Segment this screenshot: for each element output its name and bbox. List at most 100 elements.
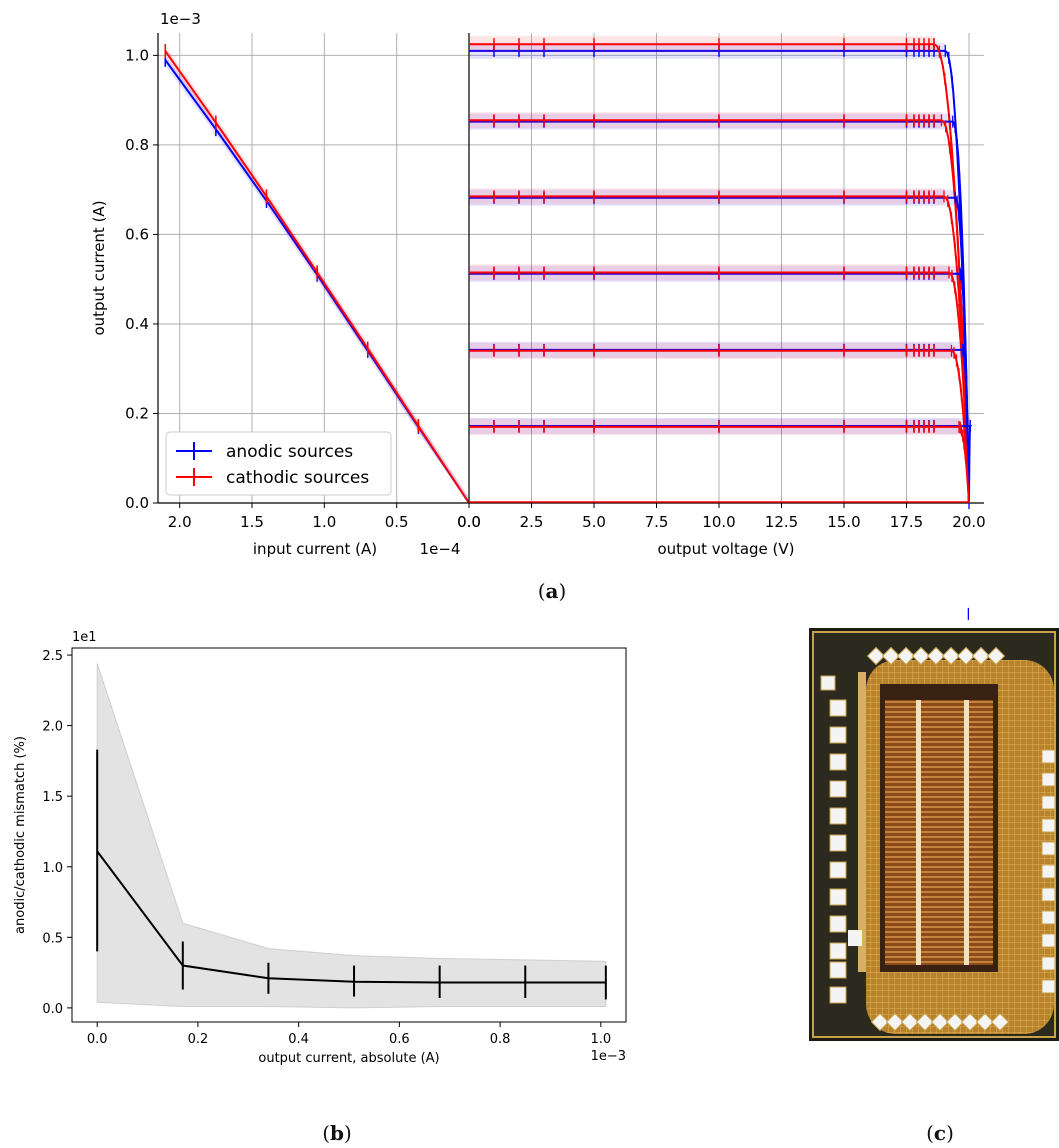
x-tick-label: 0.0 [457, 513, 481, 531]
bond-pad [885, 1012, 905, 1032]
legend-entry-cathodic: cathodic sources [226, 468, 369, 488]
y-tick-label: 2.0 [42, 720, 63, 735]
x-tick-label: 15.0 [827, 513, 860, 531]
bond-pad [829, 807, 847, 825]
x-offset-text: 1e−3 [591, 1049, 626, 1064]
x-tick-label: 0.5 [385, 513, 409, 531]
x-tick-label: 1.0 [312, 513, 336, 531]
panel-label-b: (b) [322, 1121, 352, 1145]
bond-pad [930, 1012, 950, 1032]
x-tick-label: 12.5 [765, 513, 798, 531]
mismatch-band [96, 663, 607, 1009]
y-tick-label: 0.6 [125, 225, 149, 243]
bond-pad [900, 1012, 920, 1032]
x-tick-label: 2.0 [168, 513, 192, 531]
bond-pad [829, 780, 847, 798]
bond-pad [829, 961, 847, 979]
chart-b: 0.0 0.2 0.4 0.6 0.8 1.0 0.0 0.5 1.0 1.5 2.0 2.5 1e1 1… [13, 630, 627, 1066]
x-axis-label: input current (A) [253, 540, 377, 558]
y-axis-label: anodic/cathodic mismatch (%) [13, 736, 28, 934]
bond-pad [941, 646, 961, 666]
x-tick-label: 0.0 [87, 1032, 108, 1047]
bond-pad [1041, 887, 1056, 902]
legend-box [165, 431, 392, 496]
y-tick-label: 0.4 [125, 315, 149, 333]
bond-pad [1041, 979, 1056, 994]
y-tick-label: 0.2 [125, 404, 149, 422]
bond-pad [1041, 841, 1056, 856]
y-tick-label: 2.5 [42, 649, 63, 664]
bond-pad [1041, 772, 1056, 787]
x-tick-label: 0.0 [457, 513, 481, 531]
legend-entry-anodic: anodic sources [226, 442, 353, 462]
x-offset-text: 1e−4 [420, 540, 461, 558]
bond-pad [829, 834, 847, 852]
bond-pad [829, 699, 847, 717]
bond-pad [1041, 933, 1056, 948]
bond-pad [975, 1012, 995, 1032]
bond-pad [915, 1012, 935, 1032]
bond-pad [866, 646, 886, 666]
y-tick-label: 1.0 [42, 861, 63, 876]
bond-pad [960, 1012, 980, 1032]
bond-pad [1041, 749, 1056, 764]
x-tick-label: 2.5 [520, 513, 544, 531]
bond-pad [829, 753, 847, 771]
bond-pad [990, 1012, 1010, 1032]
x-tick-label: 10.0 [702, 513, 735, 531]
bond-pad [1041, 864, 1056, 879]
series-curve-anodic [469, 425, 973, 504]
x-tick-label: 0.4 [288, 1032, 309, 1047]
y-tick-label: 0.5 [42, 931, 63, 946]
x-tick-label: 7.5 [645, 513, 669, 531]
x-tick-label: 1.0 [590, 1032, 611, 1047]
bond-pad [829, 986, 847, 1004]
chip-micrograph [809, 628, 1059, 1041]
bond-pad [896, 646, 916, 666]
y-tick-label: 0.0 [42, 1002, 63, 1017]
x-tick-label: 5.0 [582, 513, 606, 531]
bond-pad [971, 646, 991, 666]
bond-pad [829, 861, 847, 879]
x-axis-label: output voltage (V) [657, 540, 794, 558]
bond-pad [829, 726, 847, 744]
bond-pad [956, 646, 976, 666]
chart-a-left: 2.0 1.5 1.0 0.5 0.0 0.0 0.2 0.4 0.6 0.8 1.0 1e−3 inp… [90, 10, 984, 558]
y-tick-label: 0.0 [125, 494, 149, 512]
x-tick-label: 20.0 [952, 513, 985, 531]
bond-pad [1041, 795, 1056, 810]
bond-pad [1041, 818, 1056, 833]
bond-pad [926, 646, 946, 666]
panel-label-c: (c) [926, 1121, 954, 1145]
bond-pad [1041, 956, 1056, 971]
y-tick-label: 1.5 [42, 790, 63, 805]
x-axis-label: output current, absolute (A) [258, 1051, 439, 1066]
bond-pad [820, 675, 836, 691]
x-tick-label: 17.5 [890, 513, 923, 531]
x-tick-label: 0.6 [389, 1032, 410, 1047]
bond-pad [986, 646, 1006, 666]
x-tick-label: 0.2 [188, 1032, 209, 1047]
series-curve-cathodic [469, 119, 970, 504]
y-axis-label: output current (A) [90, 200, 108, 335]
y-offset-text: 1e−3 [160, 10, 201, 28]
bond-pad [829, 915, 847, 933]
bond-pad [1041, 910, 1056, 925]
panel-label-a: (a) [538, 579, 567, 603]
y-tick-label: 1.0 [125, 46, 149, 64]
bond-pad [945, 1012, 965, 1032]
bond-pad [881, 646, 901, 666]
bond-pad [829, 888, 847, 906]
bond-pad [829, 942, 847, 960]
x-tick-label: 0.8 [490, 1032, 511, 1047]
y-offset-text: 1e1 [72, 630, 97, 645]
bond-pad [911, 646, 931, 666]
bond-pad [870, 1012, 890, 1032]
plot-frame [71, 647, 627, 1023]
series-curve-cathodic [469, 43, 970, 504]
legend: anodic sources cathodic sources [165, 431, 392, 496]
x-tick-label: 1.5 [240, 513, 264, 531]
chart-a-right: 0.0 2.5 5.0 7.5 10.0 12.5 15.0 17.5 20.0 output v… [457, 33, 986, 1010]
y-tick-label: 0.8 [125, 136, 149, 154]
